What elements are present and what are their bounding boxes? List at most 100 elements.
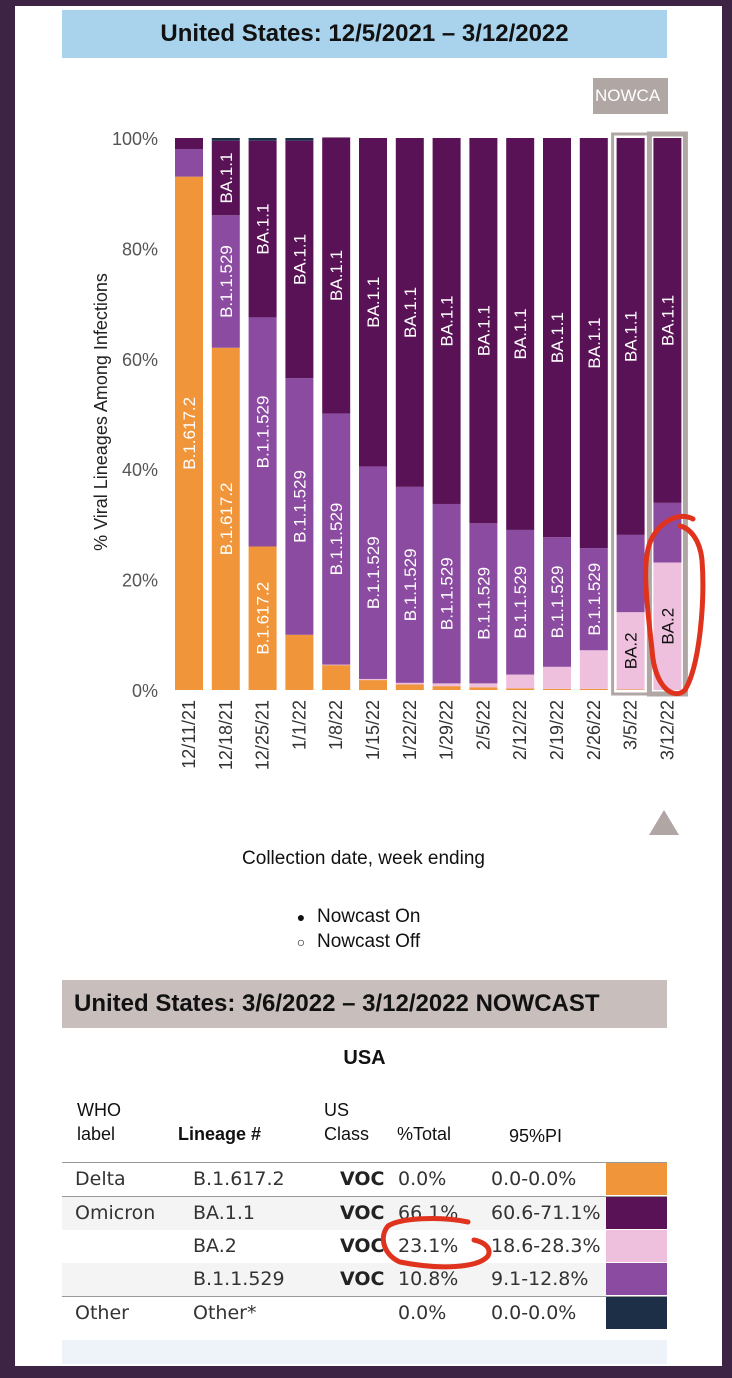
- table-title: United States: 3/6/2022 – 3/12/2022 NOWC…: [62, 980, 667, 1028]
- color-swatch: [606, 1230, 667, 1263]
- x-tick-label: 12/18/21: [216, 700, 236, 770]
- col-pi-header: 95%PI: [509, 1126, 563, 1146]
- bar-segment: [543, 666, 571, 689]
- bar-segment: [506, 674, 535, 689]
- who-label: Omicron: [75, 1202, 156, 1224]
- bar-segment: [506, 688, 535, 690]
- table-row: Other Other* 0.0% 0.0-0.0%: [62, 1297, 667, 1330]
- table-row: Omicron BA.1.1 VOC 66.1% 60.6-71.1%: [62, 1197, 667, 1230]
- nowcast-tab[interactable]: NOWCA: [593, 78, 668, 114]
- bar-data-label: BA.1.1: [622, 311, 641, 362]
- bar-segment: [285, 140, 314, 379]
- bar-data-label: B.1.1.529: [364, 536, 383, 609]
- col-lineage-header: Lineage #: [178, 1124, 262, 1144]
- bar-segment: [616, 138, 645, 535]
- bar-data-label: B.1.617.2: [254, 582, 273, 655]
- bar-segment: [506, 138, 535, 530]
- class-cell: VOC: [340, 1202, 385, 1224]
- class-cell: VOC: [340, 1268, 385, 1290]
- nowcast-off-option[interactable]: ○ Nowcast Off: [295, 931, 420, 953]
- pi-cell: 0.0-0.0%: [491, 1302, 577, 1324]
- bar-segment: [469, 687, 498, 690]
- bar-segment: [579, 688, 608, 690]
- bar-data-label: B.1.1.529: [548, 566, 567, 639]
- color-swatch: [606, 1263, 667, 1296]
- bar-segment: [322, 665, 351, 690]
- stacked-bar-chart: 0% 20% 40% 60% 80% 100% % Viral Lineages Among…: [91, 129, 688, 835]
- bar-segment: [616, 534, 645, 613]
- next-panel-strip: [62, 1340, 667, 1364]
- table-divider: [62, 1162, 667, 1163]
- col-who-line1: WHO: [77, 1100, 121, 1120]
- radio-unselected-icon: ○: [296, 934, 306, 950]
- nowcast-on-option[interactable]: ● Nowcast On: [295, 906, 421, 928]
- bar-segment: [653, 562, 682, 690]
- col-total-header: %Total: [397, 1124, 452, 1144]
- bar-segment: [322, 664, 351, 666]
- bar-segment: [543, 688, 571, 690]
- bar-segment: [211, 347, 240, 690]
- nowcast-off-label: Nowcast Off: [317, 931, 421, 952]
- bar-segment: [395, 138, 424, 487]
- bar-data-label: B.1.1.529: [290, 470, 309, 543]
- x-tick-label: 2/5/22: [473, 700, 493, 750]
- table-row: Delta B.1.617.2 VOC 0.0% 0.0-0.0%: [62, 1163, 667, 1196]
- bar-data-label: BA.1.1: [364, 277, 383, 328]
- x-tick-label: 3/12/22: [657, 700, 677, 760]
- bar-segment: [432, 686, 461, 690]
- bar-data-label: B.1.1.529: [585, 563, 604, 636]
- x-axis-title: Collection date, week ending: [242, 848, 485, 869]
- bar-data-label: BA.1.1: [401, 287, 420, 338]
- bar-segment: [322, 413, 351, 665]
- chart-title-text: United States: 12/5/2021 – 3/12/2022: [160, 20, 569, 47]
- color-swatch: [606, 1163, 667, 1196]
- bar-segment: [322, 137, 351, 414]
- y-tick-label: 40%: [122, 460, 158, 480]
- nowcast-on-label: Nowcast On: [317, 906, 421, 927]
- bar-segment: [579, 138, 608, 549]
- bar-segment: [211, 140, 240, 216]
- lineage-cell: BA.2: [193, 1235, 237, 1257]
- col-who-line2: label: [77, 1124, 116, 1144]
- bar-segment: [432, 138, 461, 504]
- hand-drawn-circle-annotation: [380, 1216, 492, 1270]
- x-tick-label: 2/26/22: [584, 700, 604, 760]
- bar-data-label: BA.2: [622, 632, 641, 669]
- bar-data-label: B.1.1.529: [217, 245, 236, 318]
- bar-data-label: B.1.617.2: [180, 397, 199, 470]
- pi-cell: 0.0-0.0%: [491, 1168, 577, 1190]
- who-label: Delta: [75, 1168, 126, 1190]
- x-tick-label: 1/15/22: [363, 700, 383, 760]
- bar-data-label: B.1.1.529: [254, 396, 273, 469]
- lineage-cell: BA.1.1: [193, 1202, 255, 1224]
- bar-segment: [579, 548, 608, 651]
- x-tick-label: 2/12/22: [510, 700, 530, 760]
- bar-segment: [175, 149, 203, 177]
- x-tick-label: 1/29/22: [437, 700, 457, 760]
- bar-segment: [248, 138, 277, 141]
- chart-title: United States: 12/5/2021 – 3/12/2022: [62, 10, 667, 58]
- bar-segment: [359, 680, 387, 690]
- bar-segment: [248, 140, 277, 318]
- bar-segment: [359, 138, 387, 467]
- bar-segment: [395, 486, 424, 683]
- x-tick-label: 12/11/21: [179, 700, 199, 769]
- selected-week-marker-icon: [649, 810, 679, 835]
- bar-segment: [211, 138, 240, 141]
- bar-data-label: BA.1.1: [254, 204, 273, 255]
- x-tick-label: 3/5/22: [621, 700, 641, 750]
- bar-segment: [395, 684, 424, 690]
- table-row: BA.2 VOC 23.1% 18.6-28.3%: [62, 1230, 667, 1263]
- pi-cell: 60.6-71.1%: [491, 1202, 601, 1224]
- bar-segment: [616, 689, 645, 690]
- color-swatch: [606, 1297, 667, 1330]
- lineage-cell: B.1.1.529: [193, 1268, 285, 1290]
- bar-segment: [579, 650, 608, 689]
- class-cell: VOC: [340, 1235, 385, 1257]
- bar-segment: [395, 682, 424, 685]
- bar-data-label: B.1.1.529: [401, 548, 420, 621]
- total-cell: 0.0%: [398, 1168, 447, 1190]
- bar-data-label: BA.1.1: [474, 305, 493, 356]
- bar-data-label: BA.1.1: [658, 295, 677, 346]
- x-tick-label: 1/1/22: [289, 700, 309, 750]
